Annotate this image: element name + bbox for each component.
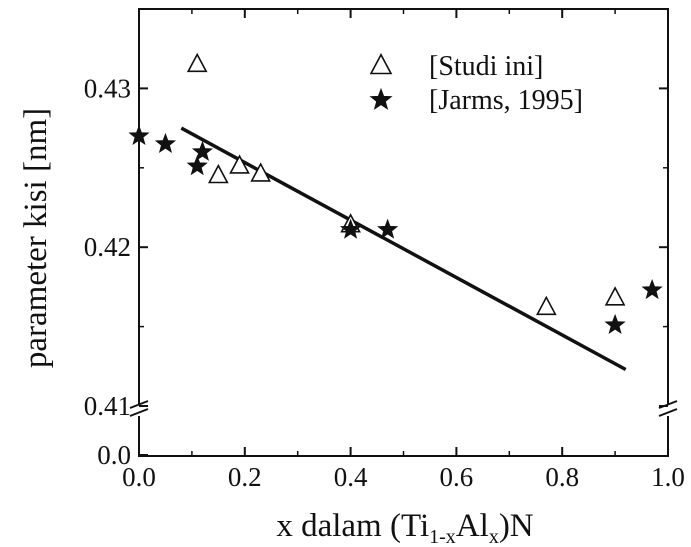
y-axis-ticks: 0.41 0.42 0.43 0.0 [84,73,668,470]
axis-break-mark [658,408,678,417]
x-axis-title: x dalam (Ti1-xAlx)N [276,508,533,547]
fit-line-group [180,126,627,372]
y-axis-title: parameter kisi [nm] [18,108,54,368]
x-axis-ticks: 0.0 0.2 0.4 0.6 0.8 1.0 [122,9,685,492]
y-tick-label: 0.42 [84,232,131,262]
x-tick-label: 0.4 [334,462,368,492]
axis-break-gap [663,404,673,416]
star-point [340,218,362,239]
star-point [186,155,208,176]
y-break-tick-label: 0.0 [97,440,131,470]
x-tick-label: 0.0 [122,462,156,492]
x-tick-label: 0.2 [228,462,262,492]
axis-break-mark [129,400,149,409]
legend: [Studi ini][Jarms, 1995] [369,51,583,116]
legend-label: [Jarms, 1995] [429,85,583,116]
x-tick-label: 1.0 [651,462,685,492]
fit-line [180,126,627,372]
star-point [604,313,626,335]
y-tick-label: 0.43 [84,73,131,103]
axis-break-marks [129,400,678,417]
legend-triangle-marker [369,53,393,75]
star-point [377,218,399,239]
legend-star-marker [369,87,393,110]
plot-frame [138,8,669,457]
triangle-point [208,163,229,184]
star-point [641,278,663,300]
axis-break-mark [129,408,149,417]
y-tick-label: 0.41 [84,391,131,421]
star-point [154,132,177,153]
x-tick-label: 0.6 [440,462,474,492]
star-point [191,140,214,161]
star-point [128,124,150,146]
x-tick-label: 0.8 [545,462,579,492]
data-points [128,52,663,335]
triangle-point [535,295,557,316]
triangle-point [250,162,272,182]
legend-label: [Studi ini] [429,51,543,82]
triangle-point [604,286,626,306]
triangle-point [186,52,208,73]
triangle-point [229,154,250,174]
axis-break-gap [134,404,144,416]
